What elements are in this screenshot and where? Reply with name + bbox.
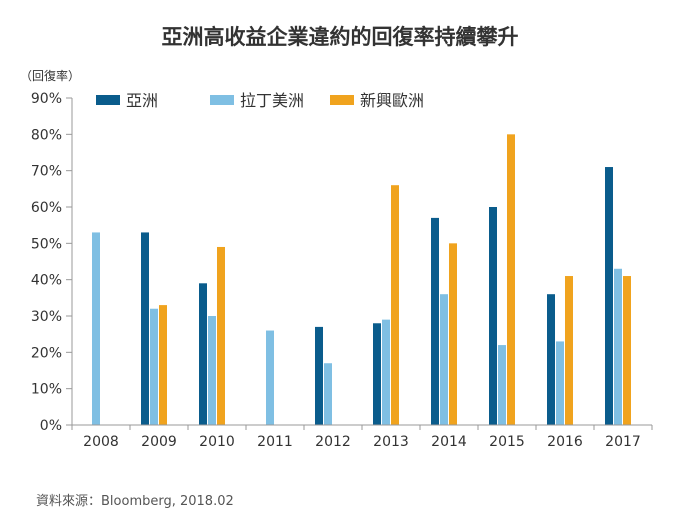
bar-拉丁美洲-2008 xyxy=(92,232,100,425)
y-axis-unit-label: （回復率） xyxy=(20,68,80,83)
legend-swatch xyxy=(96,95,120,105)
bar-新興歐洲-2016 xyxy=(565,276,573,425)
y-tick-label: 80% xyxy=(31,127,62,143)
y-tick-label: 90% xyxy=(31,91,62,107)
bar-亞洲-2017 xyxy=(605,167,613,426)
x-tick-label: 2010 xyxy=(199,434,235,450)
bar-拉丁美洲-2014 xyxy=(440,294,448,425)
bar-亞洲-2010 xyxy=(199,283,207,425)
bar-拉丁美洲-2011 xyxy=(266,330,274,425)
x-tick-label: 2009 xyxy=(141,434,177,450)
x-tick-label: 2015 xyxy=(489,434,525,450)
y-tick-label: 70% xyxy=(31,164,62,180)
bar-拉丁美洲-2012 xyxy=(324,363,332,425)
bar-拉丁美洲-2015 xyxy=(498,345,506,425)
source-note: 資料來源：Bloomberg, 2018.02 xyxy=(36,494,234,509)
y-tick-label: 60% xyxy=(31,200,62,216)
x-tick-label: 2014 xyxy=(431,434,467,450)
bar-新興歐洲-2017 xyxy=(623,276,631,425)
y-tick-label: 30% xyxy=(31,309,62,325)
y-tick-label: 40% xyxy=(31,273,62,289)
bar-拉丁美洲-2017 xyxy=(614,268,622,425)
y-tick-label: 50% xyxy=(31,236,62,252)
x-tick-label: 2011 xyxy=(257,434,293,450)
y-tick-label: 20% xyxy=(31,345,62,361)
bar-亞洲-2012 xyxy=(315,326,323,425)
bar-新興歐洲-2014 xyxy=(449,243,457,425)
bar-亞洲-2014 xyxy=(431,217,439,425)
x-tick-label: 2017 xyxy=(605,434,641,450)
chart-title: 亞洲高收益企業違約的回復率持續攀升 xyxy=(162,25,519,49)
x-tick-label: 2016 xyxy=(547,434,583,450)
legend-label: 拉丁美洲 xyxy=(240,91,304,110)
bar-拉丁美洲-2009 xyxy=(150,308,158,425)
bar-亞洲-2009 xyxy=(141,232,149,425)
legend-label: 亞洲 xyxy=(126,91,158,110)
legend-swatch xyxy=(210,95,234,105)
y-tick-label: 10% xyxy=(31,382,62,398)
bar-亞洲-2015 xyxy=(489,207,497,425)
x-axis: 2008 2009 2010 2011 2012 2013 2014 2015 2016 2017 xyxy=(71,424,653,450)
y-axis: 0% 10% 20% 30% 40% 50% 60% 70% 80% 90% xyxy=(31,91,73,434)
x-tick-label: 2013 xyxy=(373,434,409,450)
legend: 亞洲 拉丁美洲 新興歐洲 xyxy=(96,91,424,110)
bar-亞洲-2016 xyxy=(547,294,555,425)
bar-新興歐洲-2015 xyxy=(507,134,515,426)
legend-label: 新興歐洲 xyxy=(360,91,424,110)
bar-拉丁美洲-2013 xyxy=(382,319,390,425)
bar-拉丁美洲-2016 xyxy=(556,341,564,425)
y-tick-label: 0% xyxy=(40,418,62,434)
x-tick-label: 2012 xyxy=(315,434,351,450)
bars xyxy=(92,134,631,426)
x-tick-label: 2008 xyxy=(83,434,119,450)
bar-亞洲-2013 xyxy=(373,323,381,425)
bar-新興歐洲-2009 xyxy=(159,305,167,425)
bar-新興歐洲-2010 xyxy=(217,246,225,425)
bar-拉丁美洲-2010 xyxy=(208,316,216,425)
bar-新興歐洲-2013 xyxy=(391,185,399,425)
legend-swatch xyxy=(330,95,354,105)
